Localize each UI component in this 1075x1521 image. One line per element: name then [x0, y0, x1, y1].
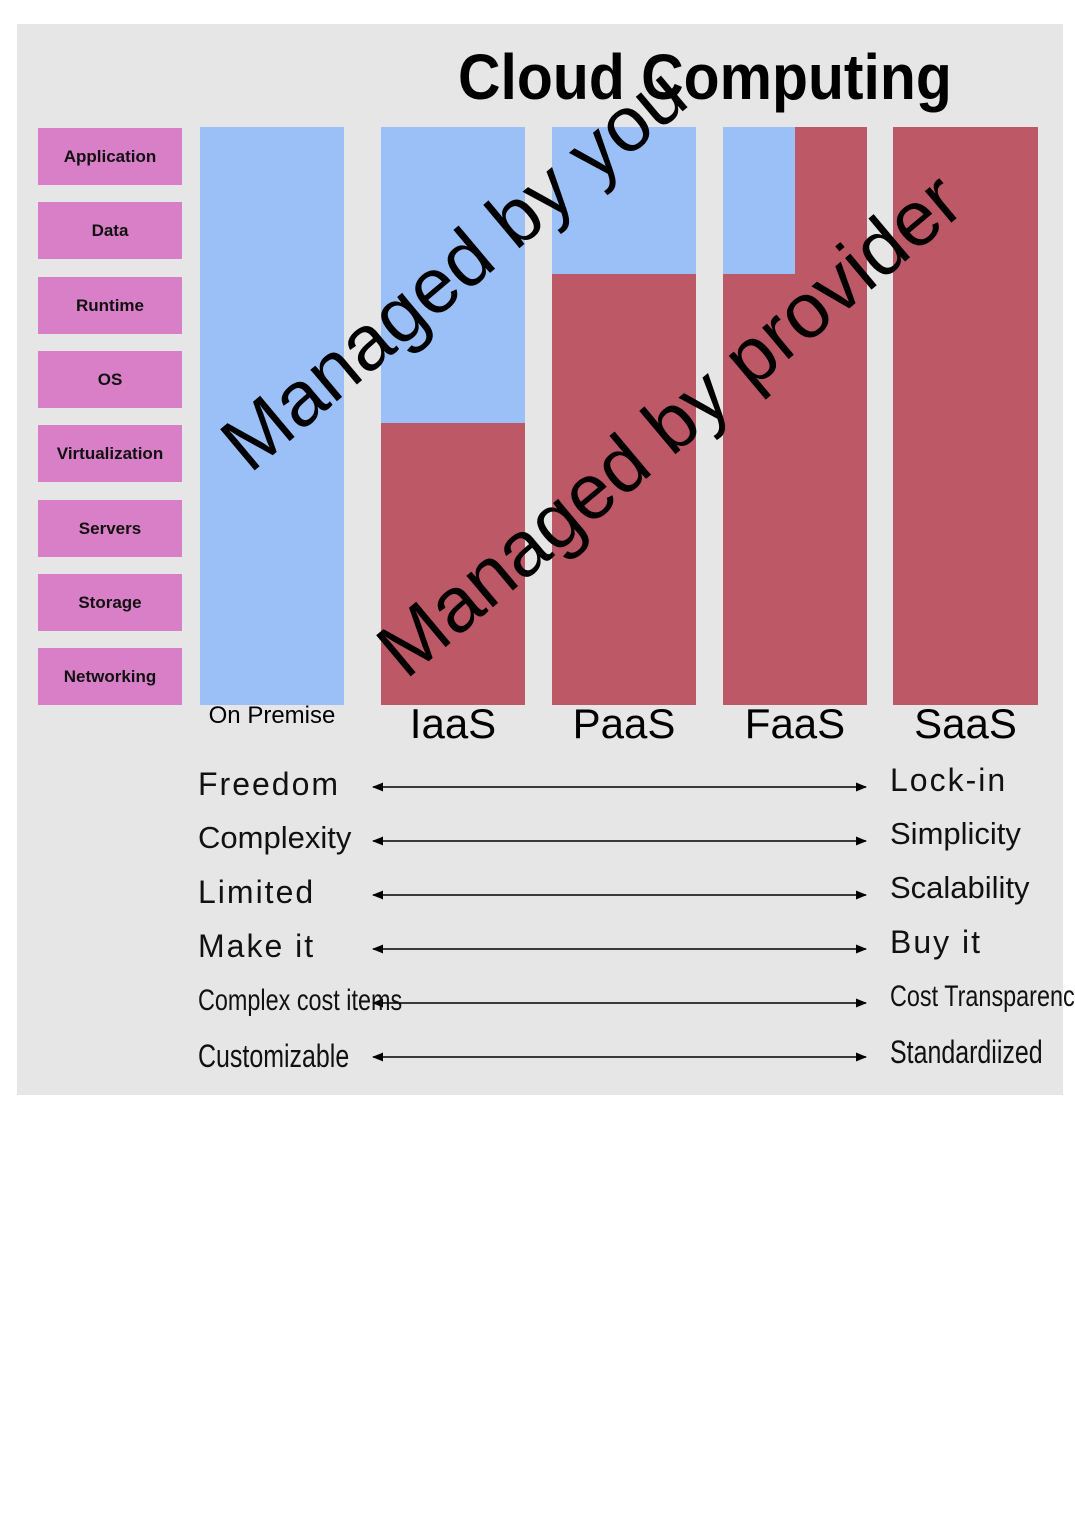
spectrum-right-scalability: Scalability — [890, 870, 1030, 905]
layer-runtime: Runtime — [38, 277, 182, 334]
saas-managed-by-provider — [893, 127, 1038, 705]
diagram-panel — [17, 24, 1063, 1095]
iaas-managed-by-you — [381, 127, 525, 423]
spectrum-right-standardized: Standardiized — [890, 1034, 1043, 1070]
column-on-premise — [200, 127, 344, 705]
column-faas — [723, 127, 867, 705]
spectrum-right-lockin: Lock-in — [890, 762, 1008, 798]
diagram-title: Cloud Computing — [458, 41, 952, 113]
spectrum-left-complexity: Complexity — [198, 820, 352, 855]
iaas-managed-by-provider — [381, 423, 525, 705]
column-paas — [552, 127, 696, 705]
layer-virtualization: Virtualization — [38, 425, 182, 482]
column-saas — [893, 127, 1038, 705]
column-label-paas: PaaS — [572, 700, 676, 747]
layer-servers: Servers — [38, 500, 182, 557]
spectrum-left-customizable: Customizable — [198, 1038, 350, 1074]
column-label-on-premise: On Premise — [208, 702, 336, 729]
spectrum-right-cost-transparency: Cost Transparency — [890, 980, 1075, 1013]
spectrum-left-makeit: Make it — [198, 928, 316, 964]
column-label-faas: FaaS — [744, 700, 846, 747]
layer-os: OS — [38, 351, 182, 408]
column-label-saas: SaaS — [914, 700, 1017, 747]
column-iaas — [381, 127, 525, 705]
spectrum-left-limited: Limited — [198, 874, 316, 910]
column-label-iaas: IaaS — [409, 700, 497, 747]
layer-networking: Networking — [38, 648, 182, 705]
paas-managed-by-you — [552, 127, 696, 274]
spectrum-left-freedom: Freedom — [198, 766, 341, 802]
paas-managed-by-provider — [552, 274, 696, 705]
spectrum-right-simplicity: Simplicity — [890, 816, 1021, 851]
layer-application: Application — [38, 128, 182, 185]
spectrum-right-buyit: Buy it — [890, 924, 983, 960]
spectrum-left-complex-cost: Complex cost items — [198, 984, 403, 1017]
on-premise-managed-by-you — [200, 127, 344, 705]
layer-data: Data — [38, 202, 182, 259]
faas-managed-by-you — [723, 127, 795, 274]
layer-storage: Storage — [38, 574, 182, 631]
